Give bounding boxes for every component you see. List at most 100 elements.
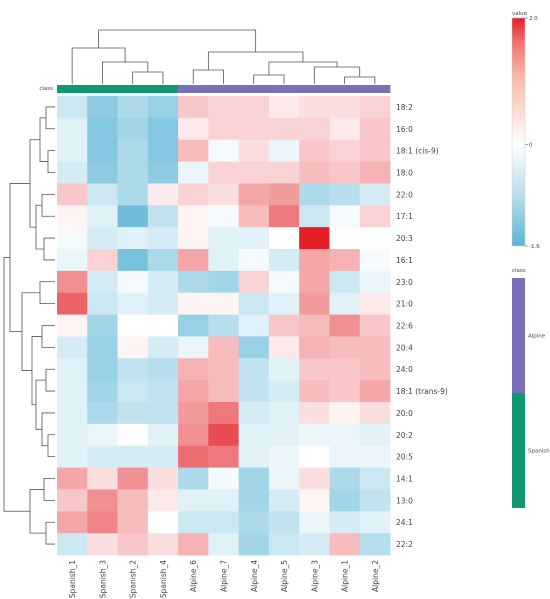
heatmap-cell[interactable] bbox=[117, 270, 149, 294]
heatmap-cell[interactable] bbox=[117, 336, 149, 359]
heatmap-cell[interactable] bbox=[329, 292, 361, 315]
heatmap-cell[interactable] bbox=[87, 358, 118, 381]
heatmap-cell[interactable] bbox=[268, 445, 300, 468]
heatmap-cell[interactable] bbox=[238, 533, 270, 556]
heatmap-cell[interactable] bbox=[117, 292, 149, 315]
heatmap-cell[interactable] bbox=[87, 270, 118, 294]
heatmap-cell[interactable] bbox=[87, 139, 118, 162]
heatmap-cell[interactable] bbox=[329, 96, 361, 119]
heatmap-cell[interactable] bbox=[299, 445, 330, 468]
heatmap-cell[interactable] bbox=[329, 161, 361, 184]
heatmap-cell[interactable] bbox=[57, 292, 88, 315]
heatmap-cell[interactable] bbox=[57, 249, 88, 272]
heatmap-cell[interactable] bbox=[299, 402, 330, 425]
heatmap-cell[interactable] bbox=[208, 533, 240, 556]
heatmap-cell[interactable] bbox=[57, 270, 88, 294]
heatmap-cell[interactable] bbox=[329, 533, 361, 556]
heatmap-cell[interactable] bbox=[359, 402, 391, 425]
heatmap-cell[interactable] bbox=[147, 489, 179, 512]
heatmap-cell[interactable] bbox=[147, 270, 179, 294]
heatmap-cell[interactable] bbox=[238, 227, 270, 250]
heatmap-cell[interactable] bbox=[268, 314, 300, 337]
heatmap-cell[interactable] bbox=[178, 336, 209, 359]
heatmap-cell[interactable] bbox=[268, 358, 300, 381]
heatmap-cell[interactable] bbox=[147, 292, 179, 315]
heatmap-cell[interactable] bbox=[268, 292, 300, 315]
heatmap-cell[interactable] bbox=[178, 161, 209, 184]
heatmap-cell[interactable] bbox=[299, 533, 330, 556]
heatmap-cell[interactable] bbox=[268, 96, 300, 119]
heatmap-cell[interactable] bbox=[359, 205, 391, 228]
heatmap-cell[interactable] bbox=[147, 423, 179, 447]
heatmap-cell[interactable] bbox=[208, 139, 240, 162]
heatmap-cell[interactable] bbox=[268, 139, 300, 162]
heatmap-cell[interactable] bbox=[299, 270, 330, 294]
heatmap-cell[interactable] bbox=[178, 358, 209, 381]
heatmap-cell[interactable] bbox=[208, 183, 240, 206]
heatmap-cell[interactable] bbox=[57, 96, 88, 119]
heatmap-cell[interactable] bbox=[299, 380, 330, 403]
heatmap-cell[interactable] bbox=[117, 96, 149, 119]
heatmap-cell[interactable] bbox=[117, 227, 149, 250]
heatmap-cell[interactable] bbox=[147, 227, 179, 250]
heatmap-cell[interactable] bbox=[178, 380, 209, 403]
heatmap-cell[interactable] bbox=[147, 511, 179, 534]
heatmap-cell[interactable] bbox=[299, 227, 330, 250]
heatmap-cell[interactable] bbox=[268, 336, 300, 359]
heatmap-cell[interactable] bbox=[299, 336, 330, 359]
heatmap-cell[interactable] bbox=[87, 96, 118, 119]
heatmap-cell[interactable] bbox=[238, 270, 270, 294]
heatmap-cell[interactable] bbox=[329, 249, 361, 272]
heatmap-cell[interactable] bbox=[268, 467, 300, 490]
heatmap-cell[interactable] bbox=[238, 117, 270, 141]
heatmap-cell[interactable] bbox=[178, 423, 209, 447]
heatmap-cell[interactable] bbox=[87, 336, 118, 359]
heatmap-cell[interactable] bbox=[147, 96, 179, 119]
heatmap-cell[interactable] bbox=[238, 445, 270, 468]
heatmap-cell[interactable] bbox=[299, 183, 330, 206]
heatmap-cell[interactable] bbox=[329, 489, 361, 512]
heatmap-cell[interactable] bbox=[57, 117, 88, 141]
heatmap-cell[interactable] bbox=[359, 489, 391, 512]
heatmap-cell[interactable] bbox=[208, 380, 240, 403]
heatmap-cell[interactable] bbox=[117, 139, 149, 162]
heatmap-cell[interactable] bbox=[87, 489, 118, 512]
heatmap-cell[interactable] bbox=[87, 292, 118, 315]
heatmap-cell[interactable] bbox=[359, 270, 391, 294]
heatmap-cell[interactable] bbox=[178, 314, 209, 337]
heatmap-cell[interactable] bbox=[208, 96, 240, 119]
heatmap-cell[interactable] bbox=[117, 423, 149, 447]
heatmap-cell[interactable] bbox=[208, 402, 240, 425]
heatmap-cell[interactable] bbox=[359, 183, 391, 206]
heatmap-cell[interactable] bbox=[299, 423, 330, 447]
heatmap-cell[interactable] bbox=[87, 423, 118, 447]
heatmap-cell[interactable] bbox=[178, 270, 209, 294]
heatmap-cell[interactable] bbox=[208, 511, 240, 534]
heatmap-cell[interactable] bbox=[147, 533, 179, 556]
heatmap-cell[interactable] bbox=[208, 489, 240, 512]
heatmap-cell[interactable] bbox=[299, 205, 330, 228]
heatmap-cell[interactable] bbox=[359, 227, 391, 250]
heatmap-cell[interactable] bbox=[299, 292, 330, 315]
heatmap-cell[interactable] bbox=[117, 511, 149, 534]
heatmap-cell[interactable] bbox=[117, 249, 149, 272]
heatmap-cell[interactable] bbox=[329, 227, 361, 250]
heatmap-cell[interactable] bbox=[178, 533, 209, 556]
heatmap-cell[interactable] bbox=[178, 183, 209, 206]
heatmap-cell[interactable] bbox=[299, 489, 330, 512]
heatmap-cell[interactable] bbox=[268, 533, 300, 556]
heatmap-cell[interactable] bbox=[178, 205, 209, 228]
heatmap-cell[interactable] bbox=[299, 139, 330, 162]
heatmap-cell[interactable] bbox=[87, 117, 118, 141]
heatmap-cell[interactable] bbox=[147, 358, 179, 381]
heatmap-cell[interactable] bbox=[178, 96, 209, 119]
heatmap-cell[interactable] bbox=[87, 511, 118, 534]
heatmap-cell[interactable] bbox=[178, 489, 209, 512]
heatmap-cell[interactable] bbox=[329, 183, 361, 206]
heatmap-cell[interactable] bbox=[87, 161, 118, 184]
heatmap-cell[interactable] bbox=[208, 314, 240, 337]
heatmap-cell[interactable] bbox=[57, 445, 88, 468]
heatmap-cell[interactable] bbox=[268, 489, 300, 512]
heatmap-cell[interactable] bbox=[329, 402, 361, 425]
heatmap-cell[interactable] bbox=[329, 445, 361, 468]
